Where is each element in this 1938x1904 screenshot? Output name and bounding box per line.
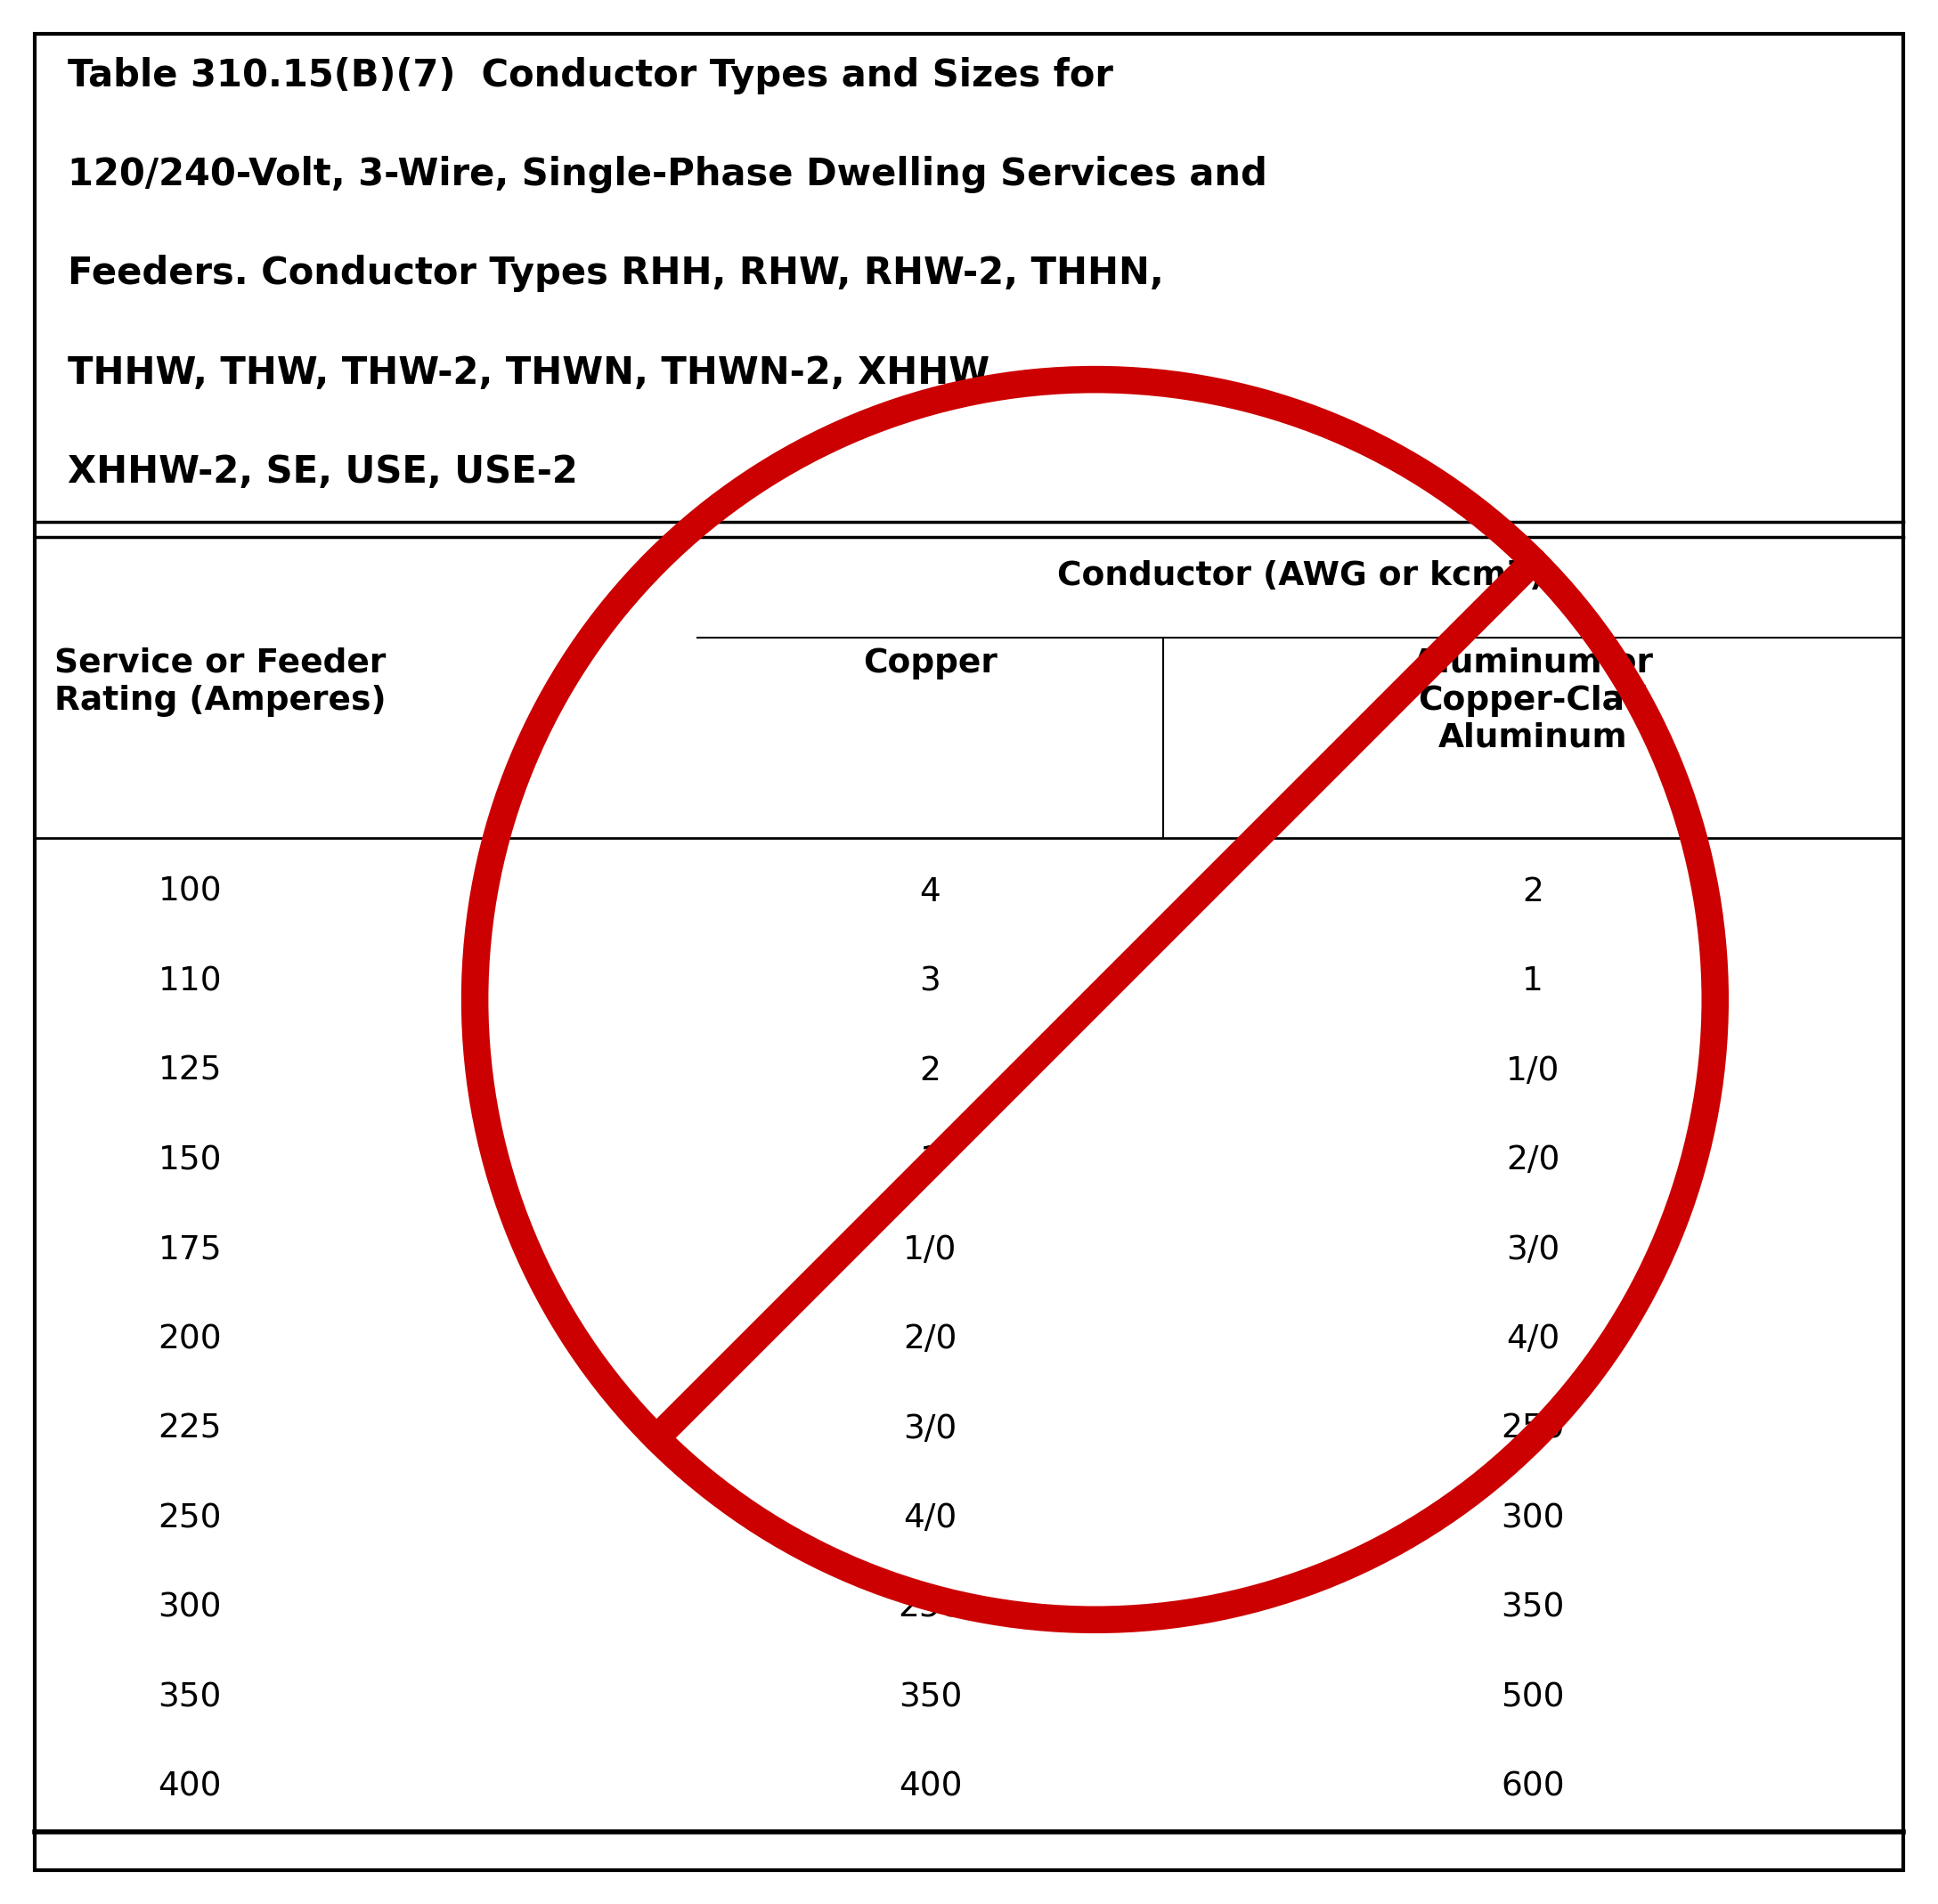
Text: 1: 1 [921,1144,940,1177]
Text: 300: 300 [1502,1502,1564,1535]
Text: 3/0: 3/0 [1506,1234,1560,1266]
Text: 150: 150 [159,1144,221,1177]
Text: 225: 225 [159,1413,221,1445]
Text: Conductor (AWG or kcmil): Conductor (AWG or kcmil) [1056,560,1545,592]
Text: 175: 175 [159,1234,221,1266]
Text: 120/240-Volt, 3-Wire, Single-Phase Dwelling Services and: 120/240-Volt, 3-Wire, Single-Phase Dwell… [68,156,1267,194]
Text: 400: 400 [899,1771,961,1803]
Text: 2/0: 2/0 [903,1323,957,1356]
Text: 250: 250 [1502,1413,1564,1445]
Text: 350: 350 [159,1681,221,1714]
Text: Service or Feeder
Rating (Amperes): Service or Feeder Rating (Amperes) [54,647,386,716]
Text: 100: 100 [159,876,221,908]
Text: 250: 250 [899,1592,961,1624]
Text: 250: 250 [159,1502,221,1535]
Text: 2: 2 [1523,876,1543,908]
Text: 4/0: 4/0 [903,1502,957,1535]
Text: 350: 350 [1502,1592,1564,1624]
Text: 1/0: 1/0 [903,1234,957,1266]
Text: Copper: Copper [862,647,998,680]
Text: Table 310.15(B)(7)  Conductor Types and Sizes for: Table 310.15(B)(7) Conductor Types and S… [68,57,1112,95]
Text: XHHW-2, SE, USE, USE-2: XHHW-2, SE, USE, USE-2 [68,453,578,491]
Text: 1: 1 [1523,965,1543,998]
Text: 500: 500 [1502,1681,1564,1714]
Text: 125: 125 [159,1055,221,1087]
Text: 2/0: 2/0 [1506,1144,1560,1177]
Text: Aluminum or
Copper-Clad
Aluminum: Aluminum or Copper-Clad Aluminum [1413,647,1653,754]
Text: 1/0: 1/0 [1506,1055,1560,1087]
Text: THHW, THW, THW-2, THWN, THWN-2, XHHW,: THHW, THW, THW-2, THWN, THWN-2, XHHW, [68,354,1000,392]
Text: 4/0: 4/0 [1506,1323,1560,1356]
Text: 3: 3 [921,965,940,998]
Text: 3/0: 3/0 [903,1413,957,1445]
Text: 4: 4 [921,876,940,908]
Text: Feeders. Conductor Types RHH, RHW, RHW-2, THHN,: Feeders. Conductor Types RHH, RHW, RHW-2… [68,255,1165,293]
Text: 400: 400 [159,1771,221,1803]
Text: 110: 110 [159,965,221,998]
Text: 200: 200 [159,1323,221,1356]
Text: 2: 2 [921,1055,940,1087]
Text: 300: 300 [159,1592,221,1624]
Text: 600: 600 [1502,1771,1564,1803]
Text: 350: 350 [899,1681,961,1714]
